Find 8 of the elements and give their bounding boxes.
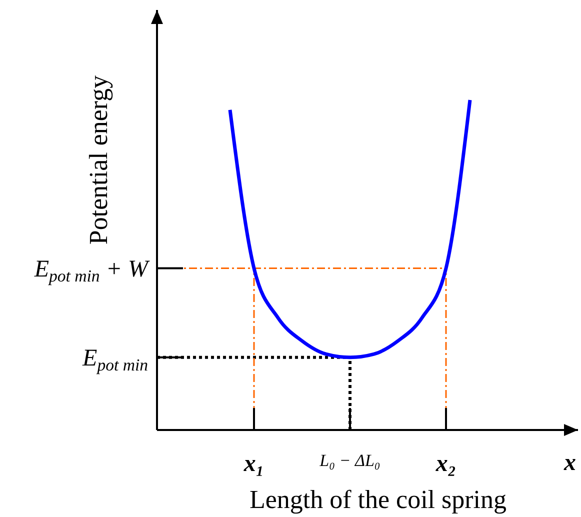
- x-tick-label: L₀ − ΔL₀: [318, 451, 380, 470]
- x-tick-label: x₂: [434, 451, 456, 478]
- text: x: [563, 450, 576, 476]
- x-axis-title: Length of the coil spring: [249, 485, 507, 514]
- ref-line-label: E$_{pot min}$ + W: [33, 256, 150, 286]
- ref-line-label: E$_{pot min}$: [82, 345, 148, 374]
- x-tick-label: x₁: [242, 451, 264, 478]
- y-axis-title: Potential energy: [84, 75, 113, 245]
